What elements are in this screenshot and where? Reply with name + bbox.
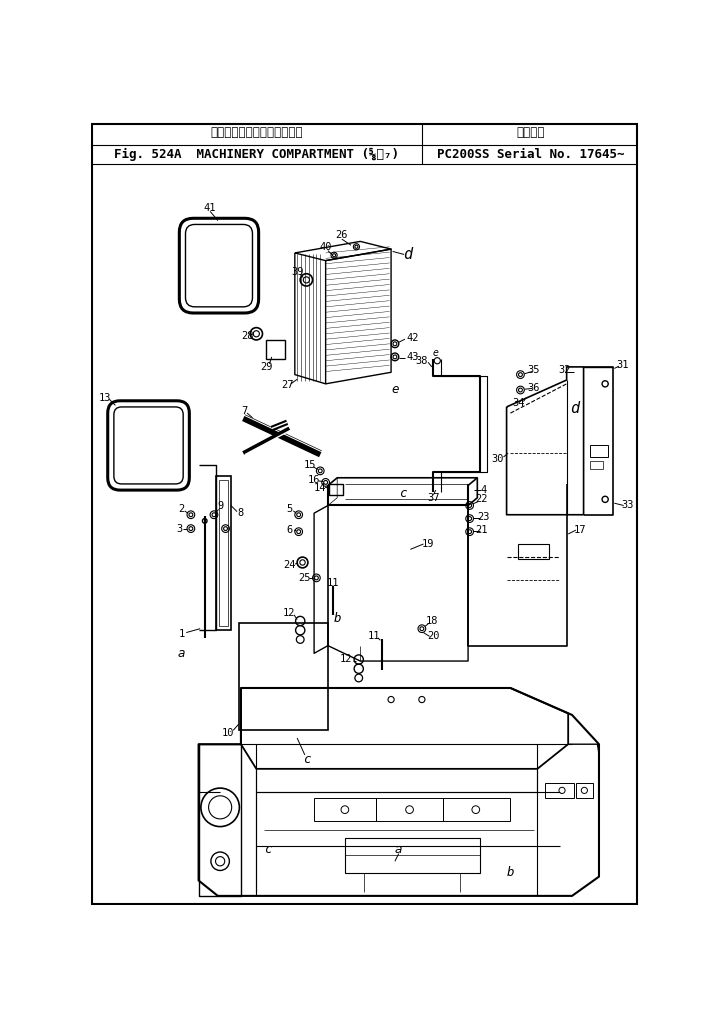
Bar	[590, 445, 608, 457]
Text: 43: 43	[407, 352, 419, 362]
Text: 28: 28	[241, 332, 253, 341]
Bar	[216, 476, 231, 631]
Text: 38: 38	[416, 356, 428, 366]
Text: 40: 40	[320, 242, 332, 252]
Text: b: b	[507, 866, 514, 880]
Bar	[219, 480, 228, 626]
Bar	[314, 798, 376, 821]
Text: 15: 15	[304, 460, 316, 470]
Text: 30: 30	[491, 455, 503, 465]
Text: PC200SS Serial No. 17645∼: PC200SS Serial No. 17645∼	[436, 147, 624, 161]
Bar	[330, 484, 343, 495]
Text: 17: 17	[573, 525, 586, 535]
Text: 26: 26	[335, 230, 348, 240]
Text: e: e	[432, 348, 438, 358]
Text: 42: 42	[407, 333, 419, 343]
Bar	[576, 783, 593, 798]
Text: 2: 2	[179, 504, 185, 515]
Text: 6: 6	[286, 525, 293, 535]
Text: 10: 10	[221, 727, 234, 737]
Text: c: c	[399, 487, 407, 500]
Text: 36: 36	[528, 382, 540, 393]
Text: 4: 4	[481, 485, 486, 495]
Bar	[376, 798, 444, 821]
Text: 7: 7	[241, 406, 248, 416]
Text: 20: 20	[427, 632, 440, 642]
Bar	[518, 544, 549, 559]
Bar	[590, 461, 603, 469]
Text: 1: 1	[179, 630, 185, 639]
Text: 32: 32	[558, 365, 570, 375]
Text: 34: 34	[512, 398, 524, 408]
Text: 11: 11	[327, 578, 340, 588]
Text: 24: 24	[283, 559, 295, 570]
Text: 19: 19	[422, 539, 434, 549]
Text: 29: 29	[260, 362, 273, 372]
Text: 8: 8	[237, 508, 244, 519]
Bar	[345, 838, 480, 873]
Text: 31: 31	[616, 360, 628, 369]
Text: c: c	[303, 754, 310, 766]
Text: Fig. 524A  MACHINERY COMPARTMENT (⅝⁄₇): Fig. 524A MACHINERY COMPARTMENT (⅝⁄₇)	[114, 147, 399, 161]
Bar	[239, 622, 328, 730]
Text: 39: 39	[291, 267, 303, 278]
Text: 21: 21	[476, 525, 488, 535]
Text: d: d	[570, 401, 579, 416]
Text: a: a	[395, 843, 402, 856]
Text: 18: 18	[426, 616, 438, 626]
Text: 3: 3	[176, 524, 182, 534]
Text: 14: 14	[313, 483, 325, 493]
Text: 27: 27	[281, 380, 293, 391]
Text: 11: 11	[368, 632, 380, 642]
Text: 16: 16	[308, 475, 320, 485]
Text: e: e	[391, 383, 399, 397]
Text: マシナリ　コンパートメント: マシナリ コンパートメント	[210, 126, 303, 139]
Text: c: c	[264, 843, 272, 856]
Bar	[266, 340, 285, 359]
Text: 37: 37	[427, 493, 440, 502]
Text: 13: 13	[98, 393, 111, 403]
Text: 25: 25	[298, 573, 311, 583]
Text: 23: 23	[477, 512, 490, 522]
Text: 33: 33	[621, 500, 634, 511]
Text: 9: 9	[217, 501, 224, 512]
Text: 5: 5	[286, 504, 293, 515]
Bar	[545, 783, 575, 798]
Text: 35: 35	[528, 365, 540, 375]
Text: 12: 12	[283, 608, 295, 618]
Text: d: d	[404, 247, 412, 262]
Text: a: a	[178, 647, 185, 660]
Bar	[444, 798, 511, 821]
Text: 12: 12	[340, 655, 352, 664]
Text: b: b	[333, 612, 341, 625]
Text: 適用号機: 適用号機	[516, 126, 545, 139]
Text: 22: 22	[475, 494, 488, 504]
Text: 41: 41	[204, 203, 216, 214]
